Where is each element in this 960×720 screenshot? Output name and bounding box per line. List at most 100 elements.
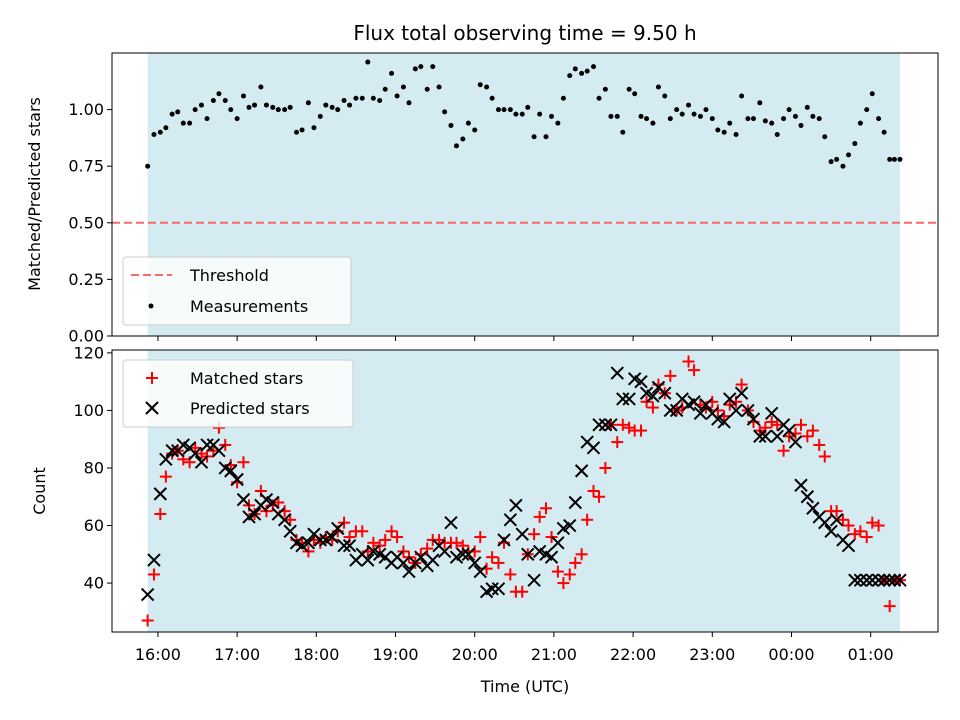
measurement-point [287, 104, 293, 110]
matched-star-point [640, 395, 653, 408]
measurement-point [294, 129, 300, 135]
bottom-x-tick-label: 00:00 [768, 645, 814, 664]
measurement-point [495, 107, 501, 113]
measurement-point [157, 129, 163, 135]
predicted-star-point [663, 403, 678, 418]
measurement-point [412, 66, 418, 72]
measurement-point [192, 107, 198, 113]
predicted-star-point [330, 521, 345, 536]
measurement-point [887, 156, 893, 162]
measurement-point [560, 95, 566, 101]
measurements-legend-swatch [148, 303, 154, 309]
predicted-legend-swatch [145, 401, 159, 415]
measurement-point [519, 111, 525, 117]
measurement-point [579, 70, 585, 76]
matched-star-point [189, 441, 202, 454]
measurement-point [864, 107, 870, 113]
predicted-star-point [230, 472, 244, 487]
matched-star-point [735, 378, 748, 391]
predicted-star-point [669, 403, 684, 418]
measurement-point [709, 116, 715, 122]
predicted-star-point [224, 464, 238, 478]
measurement-point [472, 127, 478, 133]
predicted-star-point [485, 582, 499, 596]
measurement-point [781, 116, 787, 122]
matched-star-point [141, 614, 154, 627]
matched-star-point [433, 533, 446, 546]
matched-star-point [237, 456, 250, 469]
matched-star-point [818, 450, 831, 463]
predicted-star-point [764, 406, 779, 421]
matched-star-point [385, 525, 398, 538]
measurements-legend-label: Measurements [190, 297, 308, 316]
top-y-axis-label: Matched/Predicted stars [25, 97, 44, 291]
measurement-point [436, 84, 442, 90]
matched-star-point [765, 415, 778, 428]
matched-star-point [664, 369, 677, 382]
measurement-point [465, 120, 471, 126]
matched-star-point [872, 519, 885, 532]
predicted-star-point [283, 524, 297, 538]
measurement-point [216, 91, 222, 97]
measurement-point [816, 116, 822, 122]
measurement-point [739, 93, 745, 99]
predicted-star-point [212, 444, 226, 458]
matched-star-point [599, 461, 612, 474]
bottom-y-tick-label: 120 [73, 343, 104, 362]
measurement-point [655, 84, 661, 90]
matched-star-point [367, 536, 380, 549]
matched-star-point [830, 505, 843, 518]
predicted-star-point [361, 553, 375, 567]
predicted-star-point [592, 418, 606, 432]
predicted-star-point [521, 547, 535, 562]
measurement-point [543, 134, 549, 140]
predicted-star-point [746, 412, 761, 426]
predicted-star-point [717, 415, 731, 429]
matched-star-point [801, 430, 814, 443]
predicted-star-point [574, 464, 589, 478]
predicted-star-point [165, 444, 179, 458]
matched-star-point [373, 539, 386, 552]
predicted-star-point [437, 544, 452, 559]
matched-star-point [450, 536, 463, 549]
measurement-point [745, 116, 751, 122]
predicted-star-point [313, 533, 327, 547]
predicted-star-point [634, 374, 648, 389]
predicted-star-point [468, 556, 482, 570]
measurement-point [715, 127, 721, 133]
predicted-star-point [877, 573, 891, 587]
measurement-point [531, 134, 537, 140]
measurement-point [769, 120, 775, 126]
bottom-y-tick-label: 60 [84, 516, 104, 535]
predicted-star-point [782, 423, 796, 438]
top-markers [145, 59, 903, 169]
matched-star-point [569, 556, 582, 569]
bottom-y-axis-label: Count [30, 467, 49, 515]
measurement-point [792, 113, 798, 119]
bottom-legend: Matched stars Predicted stars [122, 359, 354, 428]
measurement-point [840, 163, 846, 169]
measurement-point [198, 102, 204, 108]
predicted-star-point [871, 573, 886, 587]
measurement-point [650, 120, 656, 126]
predicted-star-point [337, 538, 351, 553]
measurement-point [377, 98, 383, 104]
predicted-star-point [188, 446, 202, 461]
measurement-point [252, 102, 258, 108]
bottom-y-ticks: 40 60 80 100 120 [73, 343, 112, 593]
matched-star-point [557, 577, 570, 590]
measurement-point [329, 104, 335, 110]
measurement-point [501, 107, 507, 113]
measurement-point [175, 109, 181, 115]
top-panel: Flux total observing time = 9.50 h 0.000… [25, 21, 939, 346]
predicted-star-point [622, 392, 636, 406]
measurement-point [341, 98, 347, 104]
matched-star-point [563, 568, 576, 581]
predicted-star-point [841, 538, 856, 553]
measurement-point [317, 113, 323, 119]
predicted-star-point [159, 452, 173, 467]
matched-star-point [611, 436, 624, 449]
measurement-point [282, 107, 288, 113]
matched-star-point [219, 438, 232, 451]
matched-star-point [723, 398, 736, 411]
